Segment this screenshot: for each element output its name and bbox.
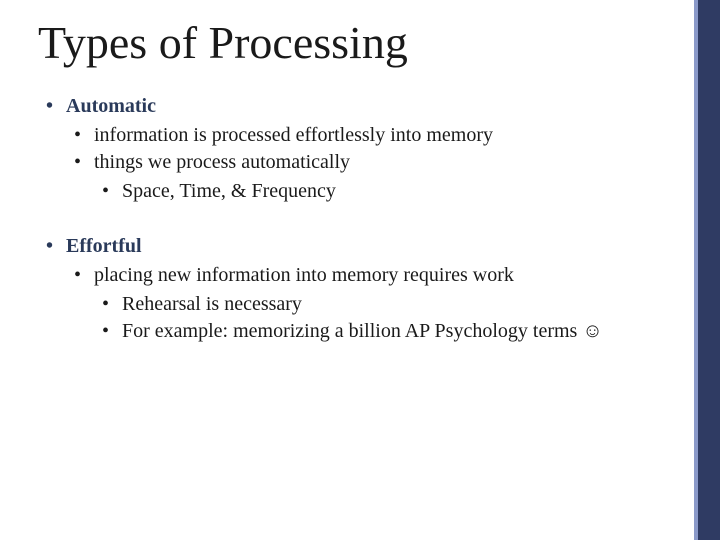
- sub-bullet-text: Rehearsal is necessary: [122, 293, 302, 315]
- sidebar-accent-stripe: [694, 0, 698, 540]
- bullet-text: information is processed effortlessly in…: [94, 124, 493, 146]
- sidebar-stripe: [698, 0, 720, 540]
- slide-title: Types of Processing: [38, 18, 660, 69]
- bullet-item: things we process automatically Space, T…: [66, 149, 660, 205]
- heading-text: Effortful: [66, 235, 142, 257]
- bullet-text: placing new information into memory requ…: [94, 264, 514, 286]
- sub-bullet-item: For example: memorizing a billion AP Psy…: [94, 318, 660, 345]
- sub-bullet-text: For example: memorizing a billion AP Psy…: [122, 320, 603, 342]
- slide-content: Types of Processing Automatic informatio…: [0, 0, 720, 345]
- bullet-item: placing new information into memory requ…: [66, 262, 660, 345]
- section-heading: Effortful placing new information into m…: [38, 233, 660, 345]
- bullet-item: information is processed effortlessly in…: [66, 122, 660, 149]
- sub-bullet-item: Rehearsal is necessary: [94, 291, 660, 318]
- bullet-text: things we process automatically: [94, 151, 350, 173]
- section-automatic: Automatic information is processed effor…: [38, 93, 660, 205]
- sub-bullet-item: Space, Time, & Frequency: [94, 178, 660, 205]
- section-effortful: Effortful placing new information into m…: [38, 233, 660, 345]
- sub-bullet-text: Space, Time, & Frequency: [122, 180, 336, 202]
- heading-text: Automatic: [66, 95, 156, 117]
- section-heading: Automatic information is processed effor…: [38, 93, 660, 205]
